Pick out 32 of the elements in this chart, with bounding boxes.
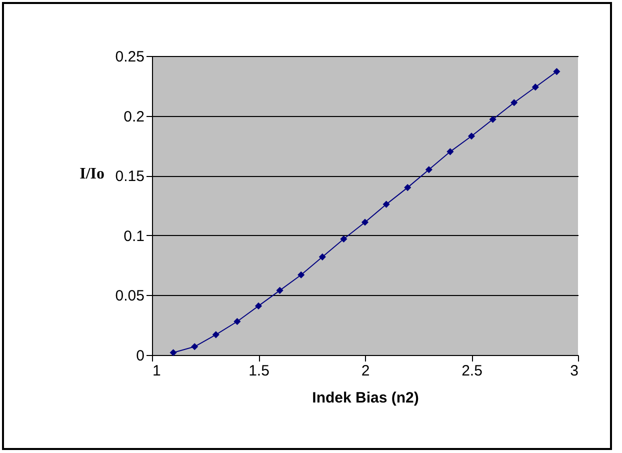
- x-tick-label: 3: [570, 362, 578, 380]
- point: [489, 116, 496, 123]
- point: [340, 235, 348, 243]
- x-axis-title: Indek Bias (n2): [312, 390, 419, 406]
- point: [382, 200, 390, 208]
- point: [361, 218, 369, 226]
- y-tick-label: 0.15: [115, 168, 144, 186]
- point: [191, 343, 198, 350]
- y-tick-label: 0: [136, 348, 144, 364]
- x-tick-label: 2: [361, 362, 370, 380]
- point: [446, 148, 454, 156]
- point: [404, 184, 412, 192]
- y-tick-label: 0.1: [124, 228, 144, 245]
- point: [532, 84, 539, 91]
- point: [553, 68, 560, 76]
- x-tick-label: 2.5: [462, 362, 482, 380]
- y-axis-title: I/Io: [80, 166, 104, 182]
- point: [212, 331, 220, 338]
- y-tick-label: 0.2: [124, 108, 144, 126]
- y-tick-label: 0.05: [115, 288, 144, 305]
- x-tick-label: 1.5: [248, 362, 270, 380]
- x-tick-label: 1: [152, 362, 161, 380]
- point: [318, 253, 326, 260]
- point: [425, 166, 432, 174]
- point: [234, 318, 241, 326]
- point: [510, 99, 518, 106]
- point: [254, 302, 262, 310]
- point: [298, 271, 305, 278]
- point: [276, 286, 284, 294]
- point: [468, 132, 476, 140]
- y-tick-label: 0.25: [115, 48, 144, 66]
- point: [170, 349, 177, 356]
